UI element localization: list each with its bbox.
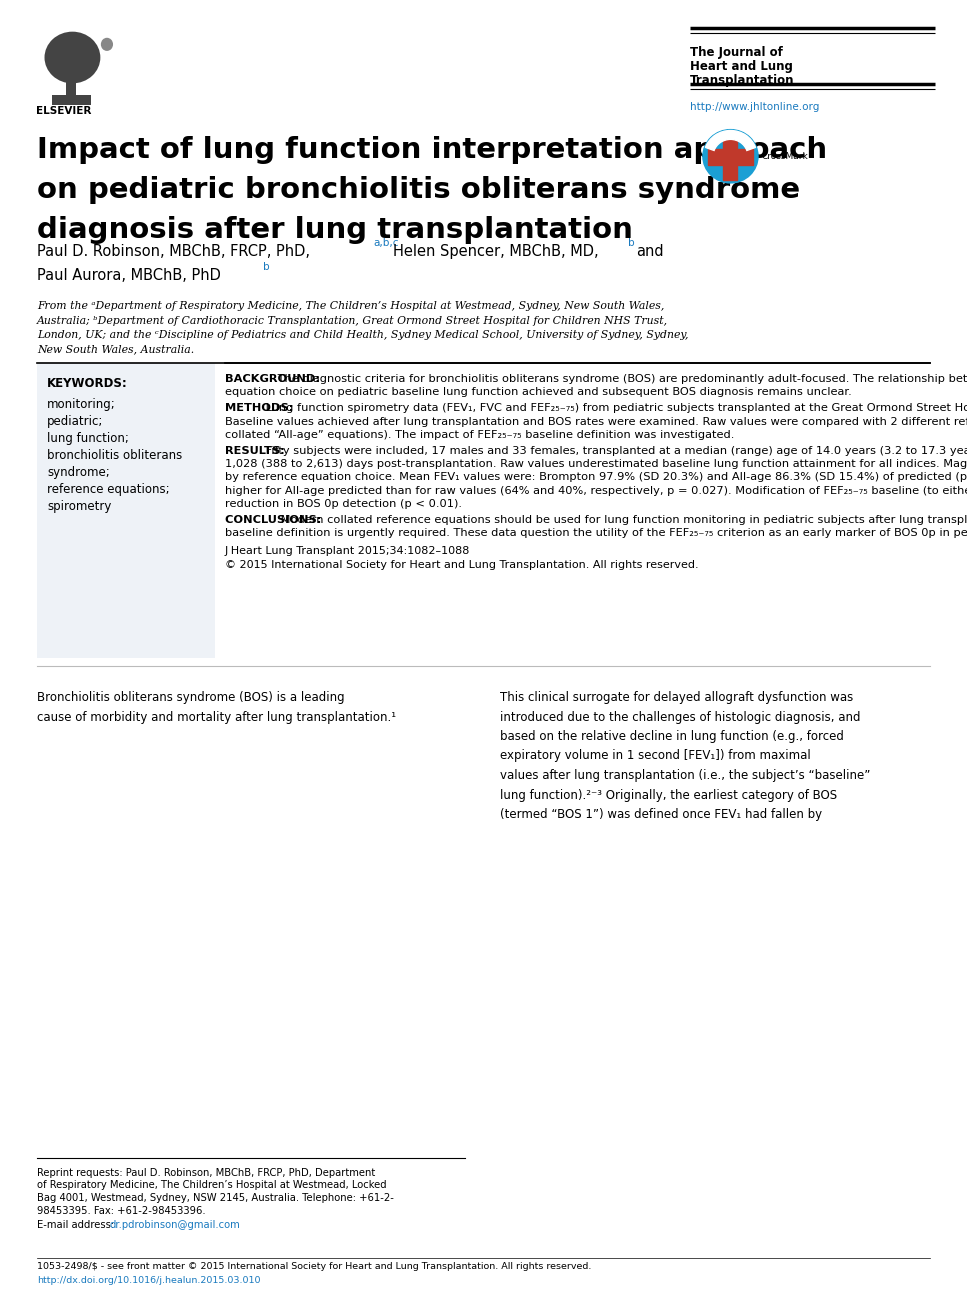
- Text: of Respiratory Medicine, The Children’s Hospital at Westmead, Locked: of Respiratory Medicine, The Children’s …: [37, 1181, 387, 1191]
- Text: Heart and Lung: Heart and Lung: [690, 60, 793, 73]
- Text: Lung function spirometry data (FEV₁, FVC and FEF₂₅₋₇₅) from pediatric subjects t: Lung function spirometry data (FEV₁, FVC…: [262, 404, 967, 414]
- Text: London, UK; and the ᶜDiscipline of Pediatrics and Child Health, Sydney Medical S: London, UK; and the ᶜDiscipline of Pedia…: [37, 330, 689, 340]
- Text: higher for All-age predicted than for raw values (64% and 40%, respectively, p =: higher for All-age predicted than for ra…: [225, 486, 967, 495]
- Bar: [708, 149, 753, 165]
- Circle shape: [703, 129, 758, 183]
- Text: © 2015 International Society for Heart and Lung Transplantation. All rights rese: © 2015 International Society for Heart a…: [225, 560, 698, 569]
- Text: Modern collated reference equations should be used for lung function monitoring : Modern collated reference equations shou…: [278, 515, 967, 525]
- Text: Reprint requests: Paul D. Robinson, MBChB, FRCP, PhD, Department: Reprint requests: Paul D. Robinson, MBCh…: [37, 1168, 375, 1178]
- Ellipse shape: [101, 38, 113, 51]
- Text: J Heart Lung Transplant 2015;34:1082–1088: J Heart Lung Transplant 2015;34:1082–108…: [225, 546, 470, 556]
- Bar: [37, 363, 215, 658]
- Text: Impact of lung function interpretation approach: Impact of lung function interpretation a…: [37, 136, 827, 165]
- Text: 98453395. Fax: +61-2-98453396.: 98453395. Fax: +61-2-98453396.: [37, 1205, 206, 1216]
- Bar: [52, 95, 91, 104]
- Text: CONCLUSIONS:: CONCLUSIONS:: [225, 515, 330, 525]
- Text: Baseline values achieved after lung transplantation and BOS rates were examined.: Baseline values achieved after lung tran…: [225, 417, 967, 427]
- Text: E-mail address:: E-mail address:: [37, 1220, 117, 1230]
- Text: and: and: [636, 244, 663, 259]
- Text: Transplantation: Transplantation: [690, 74, 795, 88]
- Text: collated “All-age” equations). The impact of FEF₂₅₋₇₅ baseline definition was in: collated “All-age” equations). The impac…: [225, 430, 734, 440]
- Text: New South Wales, Australia.: New South Wales, Australia.: [37, 345, 194, 354]
- Text: on pediatric bronchiolitis obliterans syndrome: on pediatric bronchiolitis obliterans sy…: [37, 176, 800, 204]
- Text: 1053-2498/$ - see front matter © 2015 International Society for Heart and Lung T: 1053-2498/$ - see front matter © 2015 In…: [37, 1262, 592, 1271]
- Text: pediatric;: pediatric;: [47, 415, 103, 428]
- Text: ELSEVIER: ELSEVIER: [36, 106, 91, 116]
- Text: Bag 4001, Westmead, Sydney, NSW 2145, Australia. Telephone: +61-2-: Bag 4001, Westmead, Sydney, NSW 2145, Au…: [37, 1192, 394, 1203]
- Text: This clinical surrogate for delayed allograft dysfunction was
introduced due to : This clinical surrogate for delayed allo…: [500, 691, 870, 821]
- Text: Paul Aurora, MBChB, PhD: Paul Aurora, MBChB, PhD: [37, 268, 220, 283]
- Text: Bronchiolitis obliterans syndrome (BOS) is a leading
cause of morbidity and mort: Bronchiolitis obliterans syndrome (BOS) …: [37, 691, 396, 724]
- Text: Australia; ᵇDepartment of Cardiothoracic Transplantation, Great Ormond Street Ho: Australia; ᵇDepartment of Cardiothoracic…: [37, 316, 668, 325]
- Text: http://dx.doi.org/10.1016/j.healun.2015.03.010: http://dx.doi.org/10.1016/j.healun.2015.…: [37, 1276, 260, 1285]
- Text: by reference equation choice. Mean FEV₁ values were: Brompton 97.9% (SD 20.3%) a: by reference equation choice. Mean FEV₁ …: [225, 473, 967, 482]
- Text: METHODS:: METHODS:: [225, 404, 302, 414]
- Wedge shape: [706, 131, 755, 150]
- Text: b: b: [628, 238, 634, 248]
- Text: reduction in BOS 0p detection (p < 0.01).: reduction in BOS 0p detection (p < 0.01)…: [225, 499, 462, 509]
- Text: bronchiolitis obliterans: bronchiolitis obliterans: [47, 449, 182, 462]
- Text: equation choice on pediatric baseline lung function achieved and subsequent BOS : equation choice on pediatric baseline lu…: [225, 387, 852, 397]
- Text: http://www.jhltonline.org: http://www.jhltonline.org: [690, 102, 819, 112]
- Text: Paul D. Robinson, MBChB, FRCP, PhD,: Paul D. Robinson, MBChB, FRCP, PhD,: [37, 244, 310, 259]
- Bar: [67, 74, 76, 98]
- Text: The diagnostic criteria for bronchiolitis obliterans syndrome (BOS) are predomin: The diagnostic criteria for bronchioliti…: [274, 374, 967, 384]
- Text: lung function;: lung function;: [47, 432, 129, 445]
- Bar: [723, 132, 738, 180]
- Text: b: b: [263, 263, 270, 272]
- Text: Fifty subjects were included, 17 males and 33 females, transplanted at a median : Fifty subjects were included, 17 males a…: [262, 447, 967, 456]
- Text: dr.pdrobinson@gmail.com: dr.pdrobinson@gmail.com: [109, 1220, 240, 1230]
- Text: CrossMark: CrossMark: [762, 151, 808, 161]
- Ellipse shape: [44, 31, 101, 84]
- Text: reference equations;: reference equations;: [47, 483, 169, 496]
- Text: spirometry: spirometry: [47, 500, 111, 513]
- Text: RESULTS:: RESULTS:: [225, 447, 293, 456]
- Text: KEYWORDS:: KEYWORDS:: [47, 377, 128, 390]
- Text: monitoring;: monitoring;: [47, 398, 116, 411]
- Text: a,b,c: a,b,c: [373, 238, 398, 248]
- Text: baseline definition is urgently required. These data question the utility of the: baseline definition is urgently required…: [225, 528, 967, 538]
- Text: syndrome;: syndrome;: [47, 466, 109, 479]
- Text: From the ᵃDepartment of Respiratory Medicine, The Children’s Hospital at Westmea: From the ᵃDepartment of Respiratory Medi…: [37, 300, 664, 311]
- Text: 1,028 (388 to 2,613) days post-transplantation. Raw values underestimated baseli: 1,028 (388 to 2,613) days post-transplan…: [225, 460, 967, 469]
- Text: Helen Spencer, MBChB, MD,: Helen Spencer, MBChB, MD,: [393, 244, 599, 259]
- Text: The Journal of: The Journal of: [690, 46, 783, 59]
- Text: diagnosis after lung transplantation: diagnosis after lung transplantation: [37, 215, 632, 244]
- Text: BACKGROUND:: BACKGROUND:: [225, 374, 328, 384]
